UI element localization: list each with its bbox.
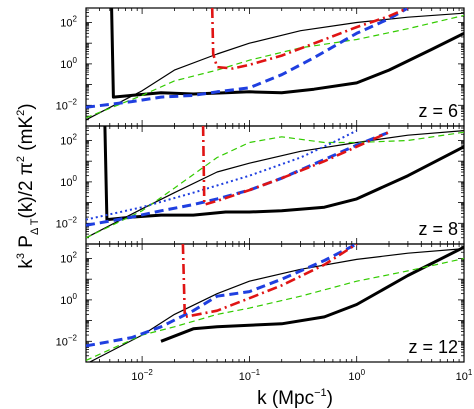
x-tick-label-mantissa: 10 xyxy=(239,371,251,383)
y-axis-title-sub2: Δ T xyxy=(29,218,41,235)
series-line-red-dashdot xyxy=(210,8,409,70)
y-tick-label-mantissa: 10 xyxy=(60,59,72,71)
y-tick-label-mantissa: 10 xyxy=(60,135,72,147)
x-tick-label: 10−1 xyxy=(239,368,261,383)
y-tick-label-mantissa: 10 xyxy=(60,295,72,307)
series-group xyxy=(86,126,464,239)
series-line-blue-dotted xyxy=(86,129,358,221)
y-tick-label-exponent: −2 xyxy=(68,97,78,106)
y-tick-label-mantissa: 10 xyxy=(60,177,72,189)
x-axis-title-tail: ) xyxy=(327,388,333,409)
panel-frame xyxy=(85,7,465,127)
y-tick-label-mantissa: 10 xyxy=(56,336,68,348)
panel-label: z = 6 xyxy=(418,101,458,121)
x-axis-title: k (Mpc−1) xyxy=(257,387,333,409)
series-line-thin-black xyxy=(88,248,464,362)
x-tick-label-exponent: 1 xyxy=(468,368,473,377)
x-axis-title-base: k (Mpc xyxy=(257,388,314,409)
series-line-green-dashed xyxy=(86,131,464,239)
x-tick-label-mantissa: 10 xyxy=(131,371,143,383)
x-tick-label-exponent: −2 xyxy=(144,368,154,377)
y-tick-label: 102 xyxy=(60,132,77,147)
x-axis: 10−2 10−1 100 101 xyxy=(131,368,472,383)
y-tick-label: 102 xyxy=(60,250,77,265)
series-line-blue-dashed xyxy=(86,8,409,109)
y-tick-label-exponent: 0 xyxy=(73,174,78,183)
y-axis-title-part4: (mK xyxy=(16,116,37,156)
y-axis-title-part2: P xyxy=(16,235,37,253)
panel-frame xyxy=(85,125,465,245)
series-line-blue-dashed xyxy=(86,130,390,227)
y-axis-title-sup3: 2 xyxy=(15,156,27,162)
y-tick-label-exponent: −2 xyxy=(68,215,78,224)
y-tick-label-exponent: 0 xyxy=(73,56,78,65)
x-tick-label-mantissa: 10 xyxy=(456,371,468,383)
panel-frame xyxy=(85,243,465,363)
y-tick-label: 100 xyxy=(60,292,77,307)
y-tick-label-mantissa: 10 xyxy=(60,17,72,29)
x-axis-title-sup: −1 xyxy=(314,387,327,399)
y-axis-title-sup1: 3 xyxy=(15,253,27,259)
panel-label: z = 8 xyxy=(418,219,458,239)
y-tick-label-mantissa: 10 xyxy=(56,100,68,112)
y-tick-label: 100 xyxy=(60,174,77,189)
x-tick-label-mantissa: 10 xyxy=(348,371,360,383)
series-line-green-dashed xyxy=(86,257,464,361)
y-tick-label-exponent: 2 xyxy=(73,132,78,141)
y-tick-label-exponent: 2 xyxy=(73,14,78,23)
series-group xyxy=(86,244,464,362)
x-tick-label: 101 xyxy=(456,368,473,383)
y-axis-title: k3 PΔ T(k)/2 π2 (mK2) xyxy=(15,103,41,268)
series-line-red-dashdot xyxy=(181,244,358,319)
series-line-thick-black xyxy=(160,245,464,343)
y-tick-label: 100 xyxy=(60,56,77,71)
y-tick-label-exponent: −2 xyxy=(68,333,78,342)
y-tick-label: 10−2 xyxy=(56,215,78,230)
x-tick-label-exponent: −1 xyxy=(251,368,261,377)
panel-label: z = 12 xyxy=(408,337,458,357)
x-tick-label: 100 xyxy=(348,368,365,383)
y-tick-label: 10−2 xyxy=(56,333,78,348)
y-tick-label: 10−2 xyxy=(56,97,78,112)
y-axis-title-part5: ) xyxy=(16,103,37,109)
x-tick-label: 10−2 xyxy=(131,368,153,383)
y-tick-label: 102 xyxy=(60,14,77,29)
series-line-green-dashed xyxy=(86,14,464,119)
y-tick-label-exponent: 0 xyxy=(73,292,78,301)
series-line-thick-black xyxy=(110,8,464,99)
y-tick-label-mantissa: 10 xyxy=(56,218,68,230)
y-axis-title-part3: (k)/2 π xyxy=(16,162,37,218)
x-tick-label-exponent: 0 xyxy=(361,368,366,377)
y-tick-label-mantissa: 10 xyxy=(60,253,72,265)
y-axis-title-sup4: 2 xyxy=(15,110,27,116)
series-group xyxy=(86,8,464,121)
y-tick-label-exponent: 2 xyxy=(73,250,78,259)
y-axis-title-part1: k xyxy=(16,259,37,269)
series-line-thin-black xyxy=(86,130,464,239)
series-line-red-dashdot xyxy=(201,126,390,206)
series-line-blue-dashed xyxy=(86,244,358,348)
